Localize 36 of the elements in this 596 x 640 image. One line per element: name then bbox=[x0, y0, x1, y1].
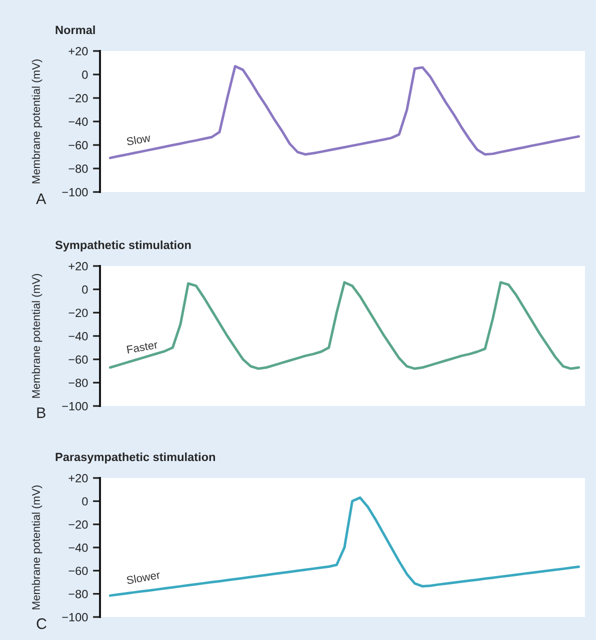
y-axis-title: Membrane potential (mV) bbox=[32, 486, 42, 610]
chart-title: Sympathetic stimulation bbox=[55, 240, 191, 252]
chart-title: Normal bbox=[56, 26, 95, 34]
y-tick-label: −20 bbox=[68, 520, 88, 529]
y-tick-label: −80 bbox=[68, 164, 88, 173]
y-tick-label: −60 bbox=[68, 355, 88, 364]
y-tick-label: −20 bbox=[68, 308, 88, 318]
line-series bbox=[108, 65, 580, 160]
y-tick-label: −100 bbox=[62, 402, 88, 410]
annotation: Faster bbox=[126, 340, 158, 354]
y-tick-label: −40 bbox=[68, 544, 88, 552]
y-axis-title: Membrane potential (mV) bbox=[32, 274, 42, 398]
y-tick-label: 0 bbox=[82, 70, 88, 79]
y-axis-title: Membrane potential (mV) bbox=[32, 60, 42, 184]
annotation: Slow bbox=[126, 133, 151, 146]
line-series bbox=[108, 496, 580, 597]
y-tick-label: +20 bbox=[68, 47, 88, 56]
y-tick-label: −60 bbox=[68, 141, 88, 150]
y-tick-label: 0 bbox=[82, 285, 88, 294]
y-tick-label: −20 bbox=[68, 94, 88, 102]
y-tick-label: −60 bbox=[68, 566, 88, 576]
y-tick-label: −40 bbox=[68, 118, 88, 126]
y-tick-label: −40 bbox=[68, 332, 88, 340]
text: A bbox=[36, 193, 46, 204]
line-series bbox=[108, 281, 580, 370]
y-tick-label: −80 bbox=[68, 378, 88, 388]
y-tick-label: −100 bbox=[62, 613, 88, 622]
chart-title: Parasympathetic stimulation bbox=[56, 452, 216, 464]
text: C bbox=[36, 618, 46, 630]
text: B bbox=[37, 407, 46, 418]
annotation: Slower bbox=[126, 570, 160, 584]
y-tick-label: +20 bbox=[68, 474, 88, 482]
y-tick-label: +20 bbox=[68, 262, 88, 270]
y-tick-label: −80 bbox=[68, 590, 88, 598]
y-tick-label: −100 bbox=[62, 188, 88, 196]
y-tick-label: 0 bbox=[82, 497, 88, 506]
